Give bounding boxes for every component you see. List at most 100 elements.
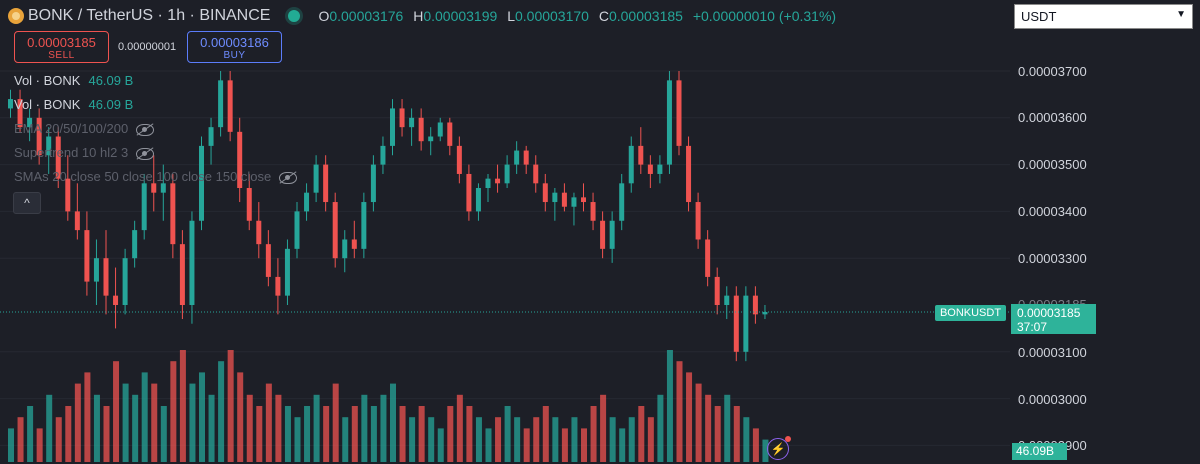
volume-bar — [284, 406, 291, 462]
volume-bar — [218, 361, 225, 462]
symbol-title[interactable]: BONK / TetherUS · 1h · BINANCE — [28, 7, 271, 24]
candle-body — [342, 239, 348, 259]
buy-button[interactable]: 0.00003186 BUY — [187, 31, 282, 63]
candle-body — [686, 145, 692, 203]
legend-volume-2[interactable]: Vol · BONK 46.09 B — [14, 97, 134, 112]
eye-hidden-icon[interactable] — [136, 147, 155, 160]
candle-body — [552, 192, 558, 203]
volume-bar — [628, 417, 635, 462]
candle — [466, 164, 472, 221]
volume-bar — [179, 350, 186, 462]
candle — [676, 71, 682, 156]
candle-body — [208, 127, 214, 146]
volume-bar — [122, 383, 129, 462]
axis-tick: 0.00003600 — [1018, 110, 1087, 125]
volume-bar — [552, 417, 559, 462]
candle — [141, 173, 147, 240]
volume-bar — [657, 394, 664, 462]
candle — [686, 136, 692, 212]
candle-body — [533, 164, 539, 184]
volume-bar — [495, 417, 502, 462]
candle — [571, 192, 577, 226]
candle-body — [275, 276, 281, 296]
candle-countdown: 37:07 — [1017, 320, 1048, 334]
candle — [151, 155, 157, 212]
candle-body — [151, 183, 157, 193]
candle — [380, 136, 386, 174]
eye-hidden-icon[interactable] — [136, 123, 155, 136]
candle — [304, 183, 310, 221]
eye-hidden-icon[interactable] — [279, 171, 298, 184]
sell-button[interactable]: 0.00003185 SELL — [14, 31, 109, 63]
bonk-coin-icon — [8, 8, 24, 24]
volume-bar — [103, 406, 110, 462]
candle-body — [762, 312, 768, 315]
currency-select[interactable]: USDT ▼ — [1014, 4, 1193, 29]
volume-bar — [84, 372, 91, 462]
candle — [55, 127, 61, 188]
volume-bar — [370, 406, 377, 462]
candle-body — [733, 295, 739, 352]
candle-body — [619, 183, 625, 221]
bolt-icon[interactable]: ⚡ — [767, 436, 791, 460]
candle-body — [113, 295, 119, 305]
candle — [418, 108, 424, 151]
candle — [218, 71, 224, 137]
volume-bar — [265, 383, 272, 462]
symbol-header: BONK / TetherUS · 1h · BINANCE O0.000031… — [8, 5, 836, 27]
candle-body — [456, 145, 462, 174]
candle-body — [304, 192, 310, 212]
candle-body — [504, 164, 510, 184]
buy-price: 0.00003186 — [200, 35, 269, 50]
candle-body — [628, 145, 634, 184]
candle-body — [36, 117, 42, 156]
candle — [409, 108, 415, 146]
candle — [619, 173, 625, 231]
volume-bar — [571, 417, 578, 462]
candle — [74, 183, 80, 240]
legend-volume-1[interactable]: Vol · BONK 46.09 B — [14, 73, 134, 88]
candle — [122, 248, 128, 315]
candle-body — [657, 164, 663, 174]
candle-body — [523, 150, 529, 165]
legend-supertrend[interactable]: Supertrend 10 hl2 3 — [14, 145, 155, 160]
candle-body — [323, 164, 329, 203]
volume-bar — [724, 394, 731, 462]
volume-bar — [8, 428, 14, 462]
candle-body — [380, 145, 386, 165]
candle — [351, 220, 357, 259]
candle — [533, 155, 539, 193]
candle-body — [103, 258, 109, 296]
volume-bar — [437, 428, 444, 462]
candle-body — [495, 178, 501, 184]
low-value: 0.00003170 — [514, 8, 589, 24]
volume-bar — [189, 383, 196, 462]
legend-ema[interactable]: EMA 20/50/100/200 — [14, 121, 155, 136]
candle — [246, 173, 252, 231]
candle-body — [581, 197, 586, 203]
legend-smas[interactable]: SMAs 20 close 50 close 100 close 150 clo… — [14, 169, 298, 184]
candle-body — [265, 244, 271, 277]
candle-body — [600, 220, 606, 249]
axis-tick: 0.00003700 — [1018, 64, 1087, 79]
candle — [475, 183, 481, 221]
candle-body — [93, 258, 99, 282]
volume-tag: 46.09B — [1012, 443, 1067, 460]
candle — [447, 117, 453, 156]
collapse-legend-button[interactable]: ^ — [13, 192, 41, 214]
candle — [752, 286, 758, 324]
volume-bar — [743, 417, 750, 462]
volume-bar — [399, 406, 406, 462]
candle — [647, 155, 653, 188]
candle — [113, 267, 119, 329]
candle — [437, 117, 443, 142]
candle-body — [132, 230, 138, 259]
spread-value: 0.00000001 — [118, 41, 177, 53]
volume-bar — [695, 383, 702, 462]
volume-bar — [113, 361, 120, 462]
volume-bar — [246, 394, 253, 462]
candle — [46, 127, 52, 174]
candle — [743, 286, 749, 362]
volume-bar — [533, 417, 540, 462]
